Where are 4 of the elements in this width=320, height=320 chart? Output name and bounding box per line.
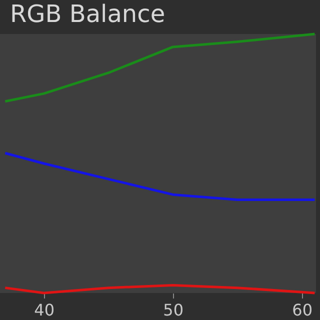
x-tick-label: 50 [163, 300, 184, 320]
x-tick-label: 40 [34, 300, 55, 320]
x-tick-label: 60 [292, 300, 312, 320]
chart-title: RGB Balance [10, 0, 166, 28]
